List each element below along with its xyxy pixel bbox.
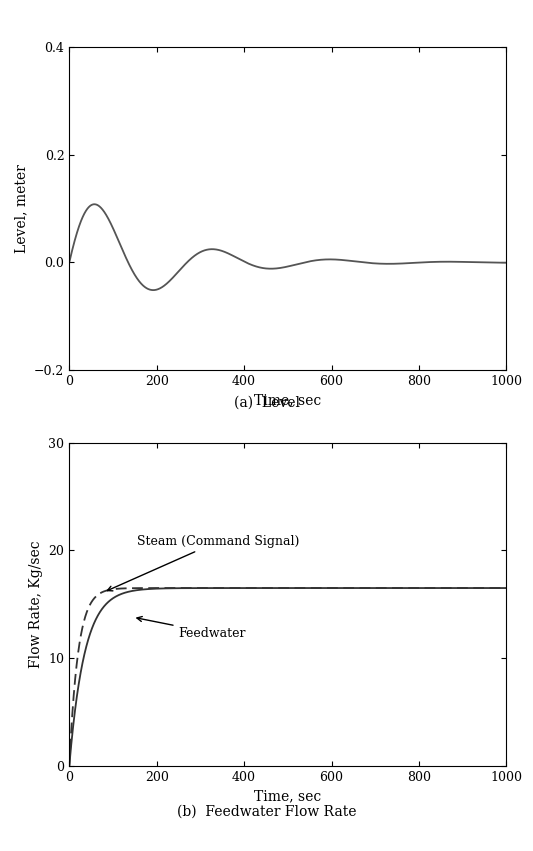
Text: (a)  Level: (a) Level (233, 396, 300, 409)
Y-axis label: Flow Rate, Kg/sec: Flow Rate, Kg/sec (29, 540, 43, 668)
Text: Feedwater: Feedwater (137, 616, 246, 640)
Y-axis label: Level, meter: Level, meter (14, 164, 29, 253)
Text: Steam (Command Signal): Steam (Command Signal) (107, 535, 300, 591)
Text: (b)  Feedwater Flow Rate: (b) Feedwater Flow Rate (177, 804, 356, 818)
X-axis label: Time, sec: Time, sec (254, 790, 321, 803)
X-axis label: Time, sec: Time, sec (254, 394, 321, 408)
